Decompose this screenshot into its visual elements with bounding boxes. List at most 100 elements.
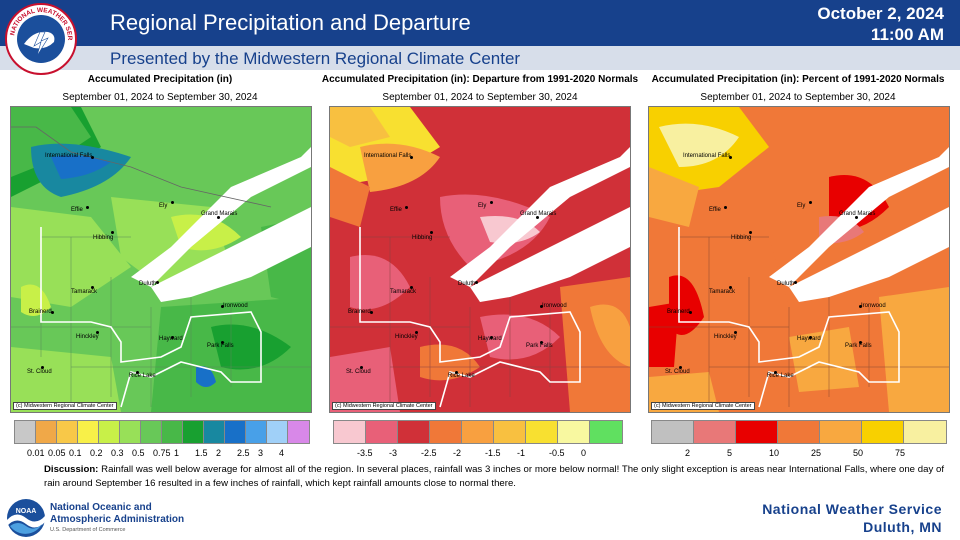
percent-map: International Falls Effie Ely Grand Mara… bbox=[648, 106, 950, 413]
legend-label: 0.1 bbox=[69, 448, 82, 458]
legend-label: 0.2 bbox=[90, 448, 103, 458]
legend-swatch bbox=[366, 421, 398, 443]
city-hibbing: Hibbing bbox=[93, 235, 114, 241]
city-dot bbox=[729, 156, 732, 159]
city-dot bbox=[794, 281, 797, 284]
legend-label: 0.3 bbox=[111, 448, 124, 458]
legend-label: -2.5 bbox=[421, 448, 437, 458]
precip-map: International Falls Effie Ely Grand Mara… bbox=[10, 106, 312, 413]
city-park-falls: Park Falls bbox=[526, 343, 553, 349]
city-tamarack: Tamarack bbox=[709, 289, 736, 295]
city-dot bbox=[156, 281, 159, 284]
page-subtitle: Presented by the Midwestern Regional Cli… bbox=[110, 49, 521, 68]
legend-swatch bbox=[120, 421, 141, 443]
precip-legend bbox=[14, 420, 310, 444]
nws-logo: NATIONAL WEATHER SERVICE bbox=[4, 2, 77, 75]
legend-label: -3.5 bbox=[357, 448, 373, 458]
panel-2-date: September 01, 2024 to September 30, 2024 bbox=[382, 92, 578, 103]
legend-swatch bbox=[694, 421, 736, 443]
city-park-falls: Park Falls bbox=[845, 343, 872, 349]
city-dot bbox=[410, 286, 413, 289]
legend-label: 10 bbox=[769, 448, 780, 458]
legend-label: 25 bbox=[811, 448, 822, 458]
city-dot bbox=[370, 311, 373, 314]
noaa-name: National Oceanic and Atmospheric Adminis… bbox=[50, 502, 185, 525]
legend-label: 2.5 bbox=[237, 448, 250, 458]
discussion-body: Rainfall was well below average for almo… bbox=[44, 464, 944, 489]
map-credit: (c) Midwestern Regional Climate Center bbox=[332, 402, 436, 410]
legend-label: 50 bbox=[853, 448, 864, 458]
page-title: Regional Precipitation and Departure bbox=[110, 10, 471, 35]
city-dot bbox=[171, 336, 174, 339]
panel-2-title: Accumulated Precipitation (in): Departur… bbox=[321, 74, 639, 85]
city-hayward: Hayward bbox=[159, 336, 183, 342]
panel-1-date: September 01, 2024 to September 30, 2024 bbox=[62, 92, 258, 103]
legend-swatch bbox=[494, 421, 526, 443]
city-st-cloud: St. Cloud bbox=[665, 369, 690, 375]
city-hinckley: Hinckley bbox=[76, 334, 99, 340]
legend-label: 0.5 bbox=[132, 448, 145, 458]
city-hinckley: Hinckley bbox=[395, 334, 418, 340]
city-dot bbox=[111, 231, 114, 234]
legend-swatch bbox=[736, 421, 778, 443]
legend-swatch bbox=[141, 421, 162, 443]
city-brainerd: Brainerd bbox=[667, 309, 690, 315]
city-dot bbox=[51, 311, 54, 314]
legend-label: -1 bbox=[517, 448, 526, 458]
city-effie: Effie bbox=[709, 207, 721, 213]
svg-text:NOAA: NOAA bbox=[16, 508, 37, 515]
map-credit: (c) Midwestern Regional Climate Center bbox=[651, 402, 755, 410]
legend-label: -1.5 bbox=[485, 448, 501, 458]
legend-swatch bbox=[590, 421, 622, 443]
city-tamarack: Tamarack bbox=[71, 289, 98, 295]
map-credit: (c) Midwestern Regional Climate Center bbox=[13, 402, 117, 410]
legend-swatch bbox=[862, 421, 904, 443]
city-dot bbox=[724, 206, 727, 209]
city-dot bbox=[91, 156, 94, 159]
legend-label: -2 bbox=[453, 448, 462, 458]
legend-swatch bbox=[183, 421, 204, 443]
noaa-logo: NOAA bbox=[7, 499, 45, 537]
city-dot bbox=[430, 231, 433, 234]
city-dot bbox=[405, 206, 408, 209]
departure-map: International Falls Effie Ely Grand Mara… bbox=[329, 106, 631, 413]
legend-label: 0.05 bbox=[48, 448, 66, 458]
legend-swatch bbox=[334, 421, 366, 443]
departure-legend bbox=[333, 420, 623, 444]
legend-swatch bbox=[820, 421, 862, 443]
city-dot bbox=[734, 331, 737, 334]
city-hinckley: Hinckley bbox=[714, 334, 737, 340]
city-dot bbox=[91, 286, 94, 289]
legend-label: 0 bbox=[581, 448, 587, 458]
city-hibbing: Hibbing bbox=[731, 235, 752, 241]
city-duluth: Duluth bbox=[458, 281, 476, 287]
city-dot bbox=[41, 366, 44, 369]
city-dot bbox=[490, 201, 493, 204]
city-dot bbox=[221, 305, 224, 308]
city-dot bbox=[217, 216, 220, 219]
legend-label: 2 bbox=[216, 448, 222, 458]
legend-swatch bbox=[204, 421, 225, 443]
header-bar bbox=[0, 0, 960, 46]
city-rice-lake: Rice Lake bbox=[129, 373, 156, 379]
city-dot bbox=[86, 206, 89, 209]
legend-swatch bbox=[430, 421, 462, 443]
city-dot bbox=[774, 371, 777, 374]
percent-legend bbox=[651, 420, 947, 444]
city-dot bbox=[136, 371, 139, 374]
city-grand-marais: Grand Marais bbox=[201, 211, 238, 217]
city-international-falls: International Falls bbox=[45, 153, 93, 159]
city-dot bbox=[490, 336, 493, 339]
city-hayward: Hayward bbox=[478, 336, 502, 342]
legend-swatch bbox=[78, 421, 99, 443]
city-hayward: Hayward bbox=[797, 336, 821, 342]
legend-label: 75 bbox=[895, 448, 906, 458]
city-effie: Effie bbox=[390, 207, 402, 213]
panel-3-date: September 01, 2024 to September 30, 2024 bbox=[700, 92, 896, 103]
city-dot bbox=[859, 305, 862, 308]
city-ely: Ely bbox=[797, 203, 806, 209]
legend-label: 1.5 bbox=[195, 448, 208, 458]
legend-swatch bbox=[57, 421, 78, 443]
city-dot bbox=[415, 331, 418, 334]
city-dot bbox=[475, 281, 478, 284]
